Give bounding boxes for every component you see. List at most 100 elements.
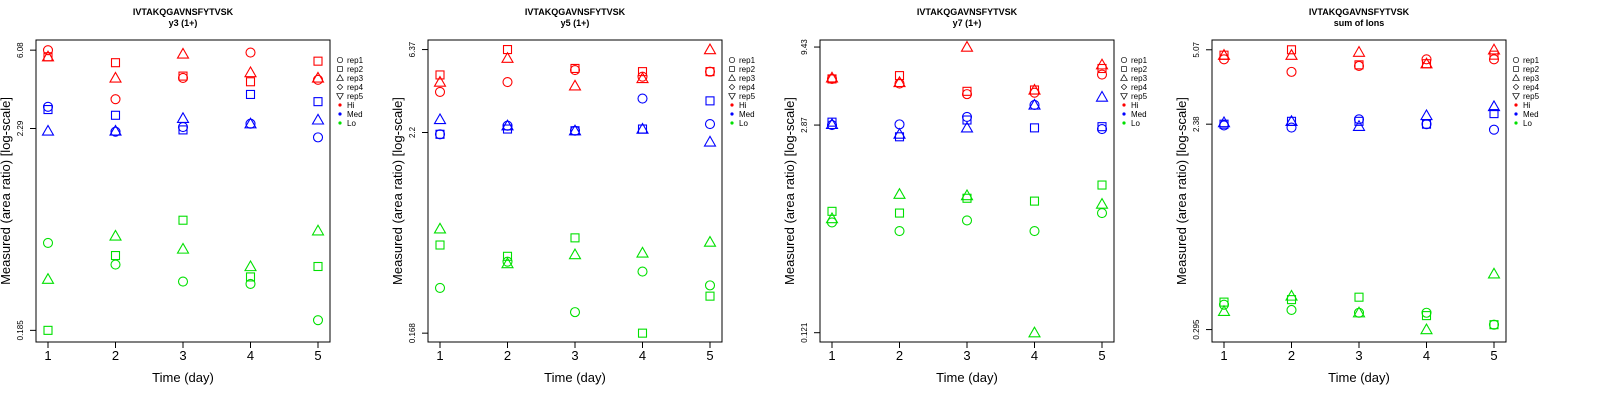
data-point-med-triangle-up (825, 117, 839, 130)
legend-symbol (1512, 83, 1520, 91)
data-point-hi-triangle-up (1217, 48, 1231, 60)
x-tick-label: 2 (896, 348, 903, 363)
legend-label-med: Med (739, 110, 755, 119)
data-point-lo-triangle-up (1095, 197, 1109, 209)
x-tick-label: 3 (571, 348, 578, 363)
legend-symbol (1121, 66, 1127, 72)
x-tick-label: 3 (1355, 348, 1362, 363)
data-point-med-triangle-up (109, 124, 122, 136)
data-point-lo-circle (1286, 304, 1297, 316)
data-point-lo-triangle-up (176, 242, 190, 254)
legend-symbol (728, 74, 736, 81)
data-point-med-circle (637, 93, 648, 104)
data-point-hi-square (178, 71, 188, 81)
data-point-lo-circle (42, 237, 54, 248)
data-point-med-triangle-up (176, 111, 190, 123)
data-point-hi-triangle-up (1352, 45, 1366, 57)
data-point-med-triangle-up (41, 124, 55, 136)
data-point-hi-circle (434, 86, 446, 97)
data-point-med-triangle-up (1487, 99, 1501, 112)
legend-label-rep2: rep2 (347, 65, 364, 74)
legend-label-rep1: rep1 (347, 56, 364, 65)
data-point-lo-square (1097, 180, 1107, 190)
data-point-lo-square (570, 233, 580, 243)
data-point-med-square (313, 97, 323, 107)
chart-title: IVTAKQGAVNSFYTVSK (525, 7, 626, 17)
data-point-med-square (962, 115, 972, 125)
data-point-lo-circle (1488, 319, 1500, 330)
data-point-lo-square (43, 325, 53, 335)
legend-symbol (1120, 83, 1128, 91)
data-point-lo-triangle-up (1487, 267, 1501, 279)
data-point-lo-triangle-up (433, 222, 447, 234)
y-tick-label: 2.87 (800, 117, 809, 133)
data-point-hi-square (110, 58, 121, 68)
data-point-med-square (435, 129, 445, 139)
x-axis-label: Time (day) (1328, 370, 1390, 385)
data-point-med-triangle-up (1420, 108, 1433, 121)
legend-marker-triangle-down (336, 93, 344, 100)
data-point-hi-square (1286, 45, 1297, 55)
data-point-lo-square (245, 272, 256, 282)
x-tick-label: 4 (1423, 348, 1430, 363)
data-point-hi-triangle-up (1285, 48, 1298, 60)
legend-label-rep1: rep1 (1131, 56, 1148, 65)
data-point-hi-triangle-up (1487, 43, 1501, 55)
legend-marker-circle (1512, 56, 1520, 64)
legend-marker-square (729, 66, 735, 72)
data-point-hi-triangle-up (176, 47, 190, 59)
x-tick-label: 4 (247, 348, 254, 363)
legend-label-hi: Hi (1131, 101, 1139, 110)
data-point-hi-triangle-up (825, 71, 839, 83)
data-point-lo-circle (245, 278, 256, 289)
chart-subtitle: y3 (1+) (169, 18, 198, 28)
legend-label-rep2: rep2 (739, 65, 756, 74)
legend-label-hi: Hi (347, 101, 355, 110)
data-point-lo-triangle-up (893, 187, 906, 199)
x-tick-label: 2 (112, 348, 119, 363)
legend-symbol (337, 66, 343, 72)
x-axis-label: Time (day) (936, 370, 998, 385)
data-point-lo-square (894, 208, 905, 218)
data-point-med-square (178, 125, 188, 135)
y-axis-label: Measured (area ratio) [log-scale] (390, 97, 405, 285)
data-point-lo-triangle-up (1028, 326, 1041, 338)
data-point-lo-circle (704, 280, 716, 291)
legend-label-rep3: rep3 (1131, 74, 1148, 83)
y-tick-label: 2.2 (408, 126, 417, 138)
data-point-hi-triangle-up (1420, 57, 1433, 69)
data-point-hi-circle (704, 66, 716, 77)
data-point-lo-circle (110, 259, 121, 270)
data-point-hi-square (1354, 60, 1364, 70)
legend-dot-med (1514, 112, 1518, 116)
data-point-hi-square (435, 70, 445, 80)
data-point-med-circle (1353, 114, 1365, 125)
data-point-hi-square (962, 86, 972, 96)
data-point-med-square (245, 89, 256, 100)
legend-symbol (336, 93, 344, 100)
y-axis-label: Measured (area ratio) [log-scale] (0, 97, 13, 285)
x-tick-label: 2 (504, 348, 511, 363)
legend-symbol (1513, 66, 1519, 72)
x-tick-label: 1 (828, 348, 835, 363)
legend-label-lo: Lo (347, 119, 356, 128)
legend-label-hi: Hi (739, 101, 747, 110)
legend-symbol (1120, 56, 1128, 64)
legend-label-rep5: rep5 (739, 92, 756, 101)
legend-symbol (1120, 74, 1128, 81)
legend-marker-diamond (336, 83, 344, 91)
data-point-med-circle (1286, 122, 1297, 133)
data-point-hi-triangle-up (501, 51, 514, 63)
plot-frame (427, 39, 723, 343)
legend-marker-square (1121, 66, 1127, 72)
data-point-lo-square (827, 206, 837, 216)
legend-marker-triangle-up (1512, 74, 1520, 81)
data-point-hi-triangle-up (893, 75, 906, 88)
legend-label-lo: Lo (1523, 119, 1532, 128)
legend-symbol (336, 83, 344, 91)
data-point-hi-square (570, 63, 580, 73)
data-point-hi-square (245, 77, 256, 87)
data-point-hi-triangle-up (960, 40, 974, 52)
